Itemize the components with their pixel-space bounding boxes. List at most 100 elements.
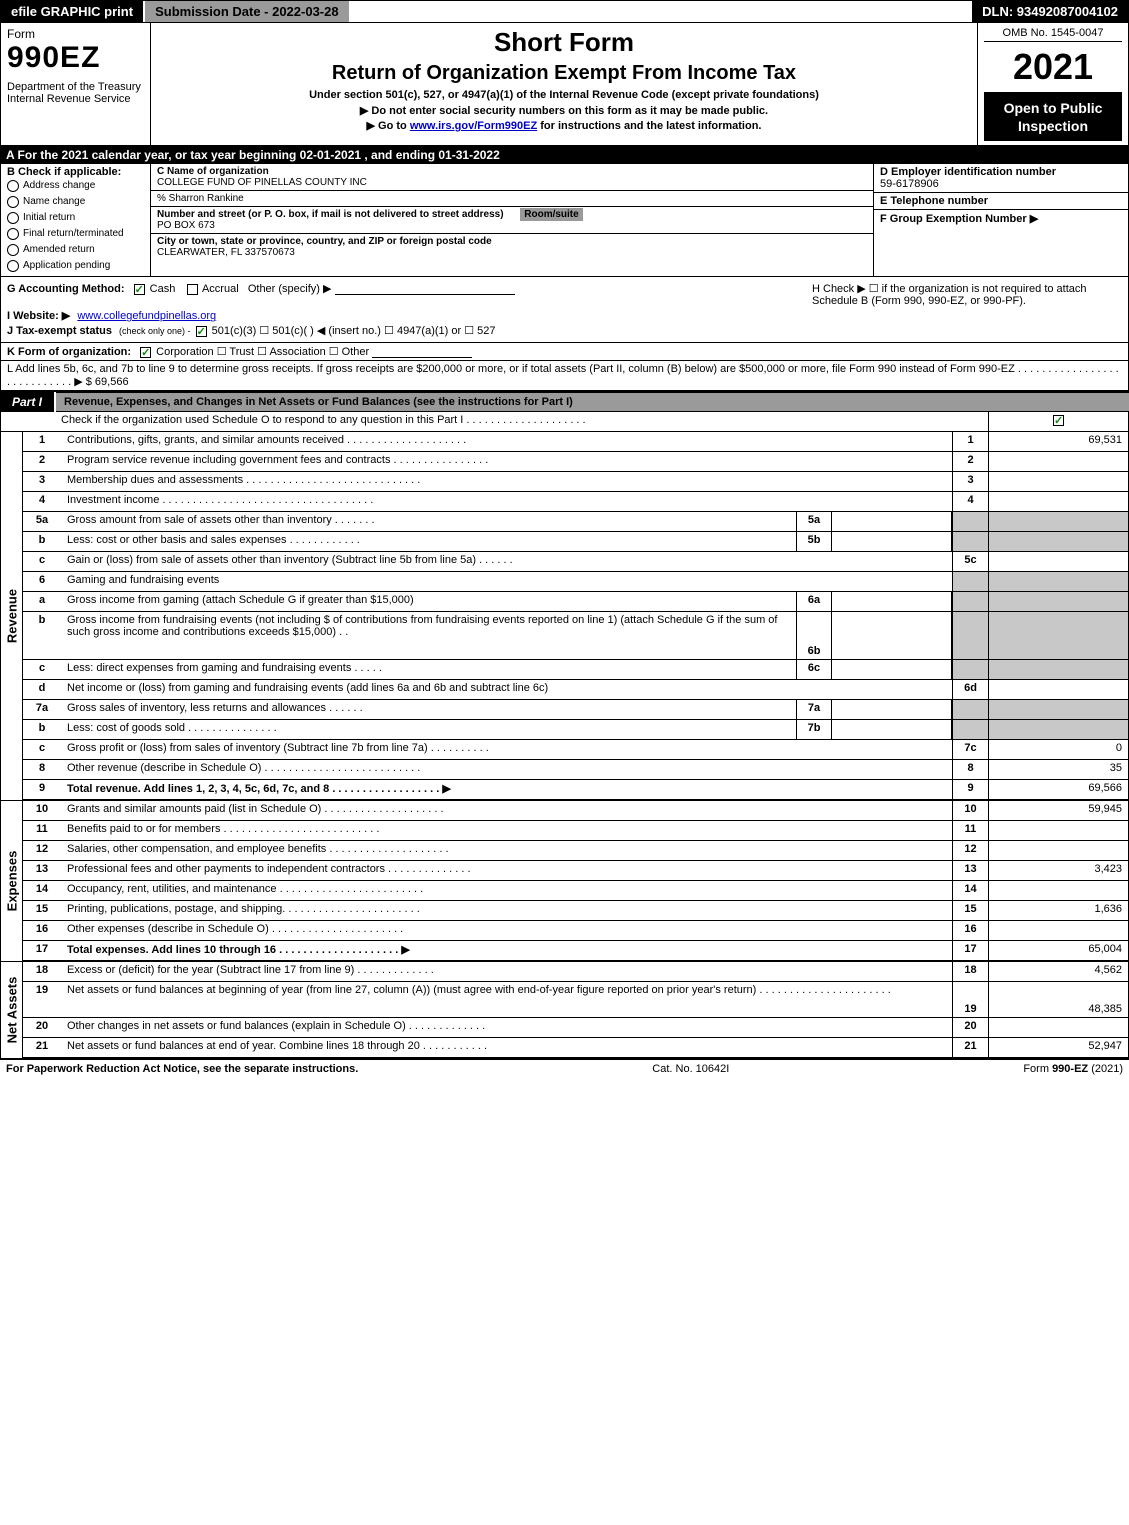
irs-link[interactable]: www.irs.gov/Form990EZ [410, 120, 537, 132]
chk-amended-return[interactable]: Amended return [7, 242, 144, 258]
ln10-code: 10 [952, 801, 988, 820]
k-row: K Form of organization: Corporation ☐ Tr… [0, 343, 1129, 361]
ln9-code: 9 [952, 780, 988, 799]
part1-chk [988, 412, 1128, 431]
title-short-form: Short Form [159, 27, 969, 58]
ln15-val: 1,636 [988, 901, 1128, 920]
i-website-link[interactable]: www.collegefundpinellas.org [77, 310, 216, 322]
ln1-num: 1 [23, 432, 61, 451]
chk-cash[interactable] [134, 284, 145, 295]
chk-corporation[interactable] [140, 347, 151, 358]
ln3-desc: Membership dues and assessments . . . . … [61, 472, 952, 491]
ln8-num: 8 [23, 760, 61, 779]
ln5c-val [988, 552, 1128, 571]
ln11-desc: Benefits paid to or for members . . . . … [61, 821, 952, 840]
ln9-val: 69,566 [988, 780, 1128, 799]
ln16-desc: Other expenses (describe in Schedule O) … [61, 921, 952, 940]
j-opts: 501(c)(3) ☐ 501(c)( ) ◀ (insert no.) ☐ 4… [212, 325, 496, 337]
c-addr-label: Number and street (or P. O. box, if mail… [157, 209, 504, 220]
ln3-code: 3 [952, 472, 988, 491]
ln15-desc: Printing, publications, postage, and shi… [61, 901, 952, 920]
ln7b-val [988, 720, 1128, 739]
g-other-input[interactable] [335, 283, 515, 295]
ln7a-mini: 7a [796, 700, 832, 719]
ln17-code: 17 [952, 941, 988, 960]
submission-date: Submission Date - 2022-03-28 [145, 1, 351, 22]
instr-goto: ▶ Go to www.irs.gov/Form990EZ for instru… [159, 119, 969, 132]
ln10-desc: Grants and similar amounts paid (list in… [61, 801, 952, 820]
ln16-code: 16 [952, 921, 988, 940]
header-right: OMB No. 1545-0047 2021 Open to Public In… [978, 23, 1128, 145]
c-careof: % Sharron Rankine [151, 191, 873, 207]
line-2: 2Program service revenue including gover… [23, 452, 1128, 472]
chk-application-pending[interactable]: Application pending [7, 258, 144, 274]
k-other-input[interactable] [372, 346, 472, 358]
ln7c-num: c [23, 740, 61, 759]
c-name: C Name of organization COLLEGE FUND OF P… [151, 164, 873, 191]
g-other: Other (specify) ▶ [248, 283, 332, 295]
ln7b-mini: 7b [796, 720, 832, 739]
chk-initial-return[interactable]: Initial return [7, 210, 144, 226]
ln6a-num: a [23, 592, 61, 611]
c-city: City or town, state or province, country… [151, 234, 873, 260]
ln18-val: 4,562 [988, 962, 1128, 981]
ln1-desc: Contributions, gifts, grants, and simila… [61, 432, 952, 451]
room-suite-label: Room/suite [520, 208, 582, 221]
efile-print-button[interactable]: efile GRAPHIC print [1, 1, 145, 22]
ln15-num: 15 [23, 901, 61, 920]
ln7a-desc: Gross sales of inventory, less returns a… [61, 700, 796, 719]
subtitle: Under section 501(c), 527, or 4947(a)(1)… [159, 89, 969, 101]
ln6-code [952, 572, 988, 591]
ln6a-val [988, 592, 1128, 611]
ln5c-num: c [23, 552, 61, 571]
line-6a: aGross income from gaming (attach Schedu… [23, 592, 1128, 612]
ln8-desc: Other revenue (describe in Schedule O) .… [61, 760, 952, 779]
chk-accrual[interactable] [187, 284, 198, 295]
instr2-pre: ▶ Go to [367, 120, 410, 132]
ln19-num: 19 [23, 982, 61, 1017]
dept-treasury: Department of the Treasury Internal Reve… [7, 81, 144, 105]
ln6c-mval [832, 660, 952, 679]
k-opts: Corporation ☐ Trust ☐ Association ☐ Othe… [156, 346, 369, 358]
ln5a-num: 5a [23, 512, 61, 531]
l-row: L Add lines 5b, 6c, and 7b to line 9 to … [0, 361, 1129, 391]
ln13-desc: Professional fees and other payments to … [61, 861, 952, 880]
i-row: I Website: ▶ www.collegefundpinellas.org [7, 309, 1122, 322]
g-label: G Accounting Method: [7, 283, 125, 295]
e-phone-label: E Telephone number [880, 195, 1122, 207]
ln6c-val [988, 660, 1128, 679]
line-7a: 7aGross sales of inventory, less returns… [23, 700, 1128, 720]
ln9-desc: Total revenue. Add lines 1, 2, 3, 4, 5c,… [61, 780, 952, 799]
ln3-num: 3 [23, 472, 61, 491]
ln5c-code: 5c [952, 552, 988, 571]
ln6a-code [952, 592, 988, 611]
top-bar: efile GRAPHIC print Submission Date - 20… [0, 0, 1129, 23]
header-mid: Short Form Return of Organization Exempt… [151, 23, 978, 145]
chk-address-change[interactable]: Address change [7, 178, 144, 194]
ln10-val: 59,945 [988, 801, 1128, 820]
ln12-code: 12 [952, 841, 988, 860]
section-a-calendar-year: A For the 2021 calendar year, or tax yea… [0, 146, 1129, 164]
ln11-num: 11 [23, 821, 61, 840]
ln11-val [988, 821, 1128, 840]
ln9-desc-text: Total revenue. Add lines 1, 2, 3, 4, 5c,… [67, 783, 451, 795]
ln15-code: 15 [952, 901, 988, 920]
i-label: I Website: ▶ [7, 310, 70, 322]
tax-year: 2021 [984, 42, 1122, 93]
side-netassets: Net Assets [1, 962, 23, 1058]
ln16-num: 16 [23, 921, 61, 940]
chk-schedule-o[interactable] [1053, 415, 1064, 426]
ln3-val [988, 472, 1128, 491]
ln6d-code: 6d [952, 680, 988, 699]
line-20: 20Other changes in net assets or fund ba… [23, 1018, 1128, 1038]
j-row: J Tax-exempt status (check only one) - 5… [7, 324, 1122, 337]
chk-name-change[interactable]: Name change [7, 194, 144, 210]
line-18: 18Excess or (deficit) for the year (Subt… [23, 962, 1128, 982]
ln14-code: 14 [952, 881, 988, 900]
chk-final-return[interactable]: Final return/terminated [7, 226, 144, 242]
ln13-num: 13 [23, 861, 61, 880]
section-ghijkl: G Accounting Method: Cash Accrual Other … [0, 277, 1129, 343]
ln13-val: 3,423 [988, 861, 1128, 880]
line-15: 15Printing, publications, postage, and s… [23, 901, 1128, 921]
chk-501c3[interactable] [196, 326, 207, 337]
